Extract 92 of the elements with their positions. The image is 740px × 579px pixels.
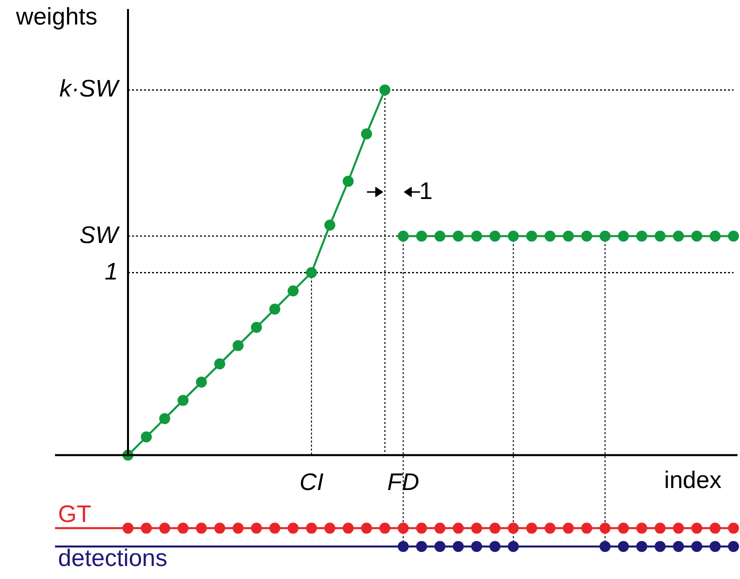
point — [508, 540, 519, 552]
point — [544, 522, 556, 534]
point — [600, 522, 611, 534]
point — [526, 230, 538, 242]
point — [398, 230, 409, 242]
point — [214, 522, 226, 534]
point — [581, 230, 592, 242]
point — [288, 285, 299, 296]
point — [728, 540, 739, 552]
point — [306, 522, 317, 534]
point — [636, 540, 648, 552]
point — [361, 522, 372, 534]
point — [489, 522, 500, 534]
point — [636, 522, 648, 534]
point — [618, 522, 629, 534]
annotation: 1 — [419, 178, 433, 205]
point — [654, 540, 666, 552]
point — [452, 522, 464, 534]
point — [140, 431, 152, 442]
point — [672, 522, 684, 534]
point — [526, 522, 538, 534]
x-axis-title: index — [664, 466, 722, 494]
point — [324, 522, 336, 534]
point — [159, 522, 170, 534]
point — [214, 358, 226, 370]
point — [600, 230, 611, 242]
point — [691, 540, 702, 552]
point — [489, 230, 500, 242]
point — [196, 376, 207, 388]
point — [471, 522, 482, 534]
point — [416, 230, 428, 242]
point — [379, 84, 390, 96]
point — [178, 522, 189, 534]
point — [508, 230, 519, 242]
text: detections — [58, 545, 168, 572]
point — [398, 522, 409, 534]
point — [508, 522, 519, 534]
x-tick-label: CI — [299, 468, 324, 496]
point — [728, 522, 739, 534]
point — [434, 540, 446, 552]
point — [250, 522, 262, 534]
point — [250, 322, 262, 333]
point — [159, 413, 170, 424]
point — [489, 540, 500, 552]
point — [379, 522, 390, 534]
point — [544, 230, 556, 242]
point — [398, 540, 409, 552]
point — [342, 176, 354, 187]
series-label: GT — [58, 500, 92, 528]
point — [618, 230, 629, 242]
point — [691, 230, 702, 242]
point — [232, 522, 244, 534]
point — [178, 394, 189, 406]
point — [471, 540, 482, 552]
point — [672, 540, 684, 552]
point — [654, 522, 666, 534]
point — [288, 522, 299, 534]
point — [618, 540, 629, 552]
x-tick-label: FD — [387, 468, 420, 496]
point — [342, 522, 354, 534]
point — [581, 522, 592, 534]
point — [562, 230, 574, 242]
ref-line-label: 1 — [104, 258, 118, 286]
point — [710, 230, 721, 242]
point — [710, 540, 721, 552]
point — [269, 522, 280, 534]
point — [269, 304, 280, 315]
point — [232, 340, 244, 352]
point — [196, 522, 207, 534]
point — [562, 522, 574, 534]
point — [122, 522, 134, 534]
point — [306, 267, 317, 278]
point — [416, 522, 428, 534]
point — [710, 522, 721, 534]
point — [654, 230, 666, 242]
point — [691, 522, 702, 534]
point — [324, 220, 336, 231]
ref-line-label: SW — [79, 222, 120, 249]
point — [361, 128, 372, 140]
point — [636, 230, 648, 242]
y-axis-title: weights — [15, 4, 98, 31]
point — [672, 230, 684, 242]
point — [416, 540, 428, 552]
point — [452, 230, 464, 242]
point — [140, 522, 152, 534]
point — [600, 540, 611, 552]
point — [452, 540, 464, 552]
point — [471, 230, 482, 242]
point — [434, 522, 446, 534]
ref-line-label: k·SW — [59, 76, 120, 103]
point — [434, 230, 446, 242]
point — [728, 230, 739, 242]
